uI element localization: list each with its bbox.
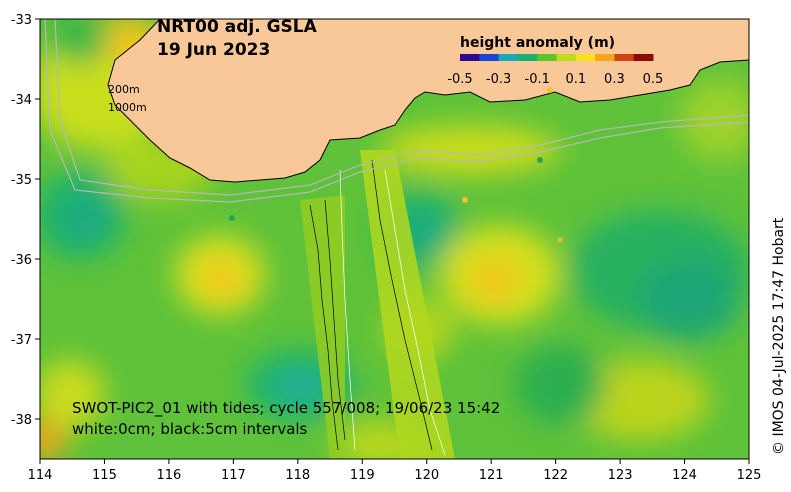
colorbar-segment [556, 54, 577, 61]
x-tick-label: 124 [672, 468, 697, 483]
colorbar-title: height anomaly (m) [460, 35, 615, 51]
x-axis: 114 115 116 117 118 119 120 121 122 123 124 125 [28, 459, 762, 483]
y-tick-label: -36 [11, 253, 32, 268]
x-tick-label: 123 [608, 468, 633, 483]
x-tick-label: 114 [28, 468, 53, 483]
isobath-label-200m: 200m [108, 83, 140, 96]
swot-note-line1: SWOT-PIC2_01 with tides; cycle 557/008; … [72, 399, 500, 418]
colorbar-segment [479, 54, 500, 61]
x-tick-label: 125 [737, 468, 762, 483]
x-tick-label: 119 [350, 468, 375, 483]
credit-text: © IMOS 04-Jul-2025 17:47 Hobart [771, 217, 787, 455]
colorbar-segment [633, 54, 654, 61]
colorbar-segment [614, 54, 635, 61]
x-tick-label: 117 [221, 468, 246, 483]
anomaly-field [40, 19, 749, 459]
colorbar-tick-label: 0.3 [604, 72, 625, 87]
colorbar-tick-label: 0.5 [643, 72, 664, 87]
y-tick-label: -37 [11, 333, 32, 348]
colorbar-tick-label: -0.1 [525, 72, 550, 87]
colorbar-segment [575, 54, 596, 61]
x-tick-label: 116 [156, 468, 181, 483]
map-title-line1: NRT00 adj. GSLA [157, 17, 318, 37]
y-tick-label: -38 [11, 413, 32, 428]
y-tick-label: -33 [11, 13, 32, 28]
swot-note-line2: white:0cm; black:5cm intervals [72, 420, 308, 438]
colorbar: height anomaly (m) -0.5 -0.3 -0.1 0.1 0.3 0.5 [447, 35, 663, 87]
isobath-label-1000m: 1000m [108, 101, 147, 114]
colorbar-segment [517, 54, 538, 61]
map-title-line2: 19 Jun 2023 [157, 40, 270, 60]
colorbar-ticks: -0.5 -0.3 -0.1 0.1 0.3 0.5 [447, 72, 663, 87]
colorbar-tick-label: -0.5 [447, 72, 472, 87]
isobath-200m [54, 19, 749, 196]
swot-swath [300, 150, 455, 459]
y-tick-label: -35 [11, 173, 32, 188]
colorbar-segment [537, 54, 557, 61]
colorbar-segments [460, 54, 654, 61]
y-tick-label: -34 [11, 93, 32, 108]
x-tick-label: 118 [285, 468, 310, 483]
x-tick-label: 122 [543, 468, 568, 483]
colorbar-segment [460, 54, 480, 61]
plot-frame [39, 18, 750, 460]
colorbar-tick-label: -0.3 [486, 72, 511, 87]
x-tick-label: 120 [414, 468, 439, 483]
colorbar-segment [498, 54, 519, 61]
colorbar-tick-label: 0.1 [565, 72, 586, 87]
y-axis: -33 -34 -35 -36 -37 -38 [11, 13, 40, 428]
isobath-1000m [44, 19, 749, 203]
colorbar-segment [595, 54, 615, 61]
x-tick-label: 115 [92, 468, 117, 483]
x-tick-label: 121 [479, 468, 504, 483]
